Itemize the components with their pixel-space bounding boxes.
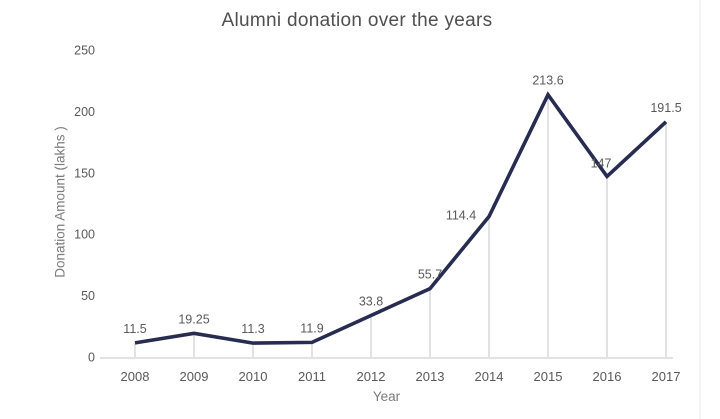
x-tick-label: 2010 xyxy=(239,369,268,384)
chart-title: Alumni donation over the years xyxy=(221,10,493,31)
y-tick-label: 200 xyxy=(74,105,95,119)
data-label: 11.9 xyxy=(300,321,323,335)
data-label: 147 xyxy=(591,156,612,170)
y-tick-label: 0 xyxy=(88,351,95,365)
x-tick-label: 2017 xyxy=(652,369,681,384)
x-tick-label: 2009 xyxy=(180,369,209,384)
data-label: 191.5 xyxy=(650,101,681,115)
y-axis-title: Donation Amount (lakhs ) xyxy=(52,126,68,278)
y-tick-label: 250 xyxy=(74,44,95,58)
data-label: 55.7 xyxy=(418,268,442,282)
x-axis-title: Year xyxy=(372,389,401,404)
x-tick-label: 2008 xyxy=(121,369,150,384)
data-label: 114.4 xyxy=(446,209,476,223)
x-tick-label: 2014 xyxy=(475,369,504,384)
x-tick-label: 2012 xyxy=(357,369,386,384)
data-label: 19.25 xyxy=(178,312,209,326)
x-tick-label: 2015 xyxy=(534,369,563,384)
data-label: 11.3 xyxy=(241,322,264,336)
data-label: 33.8 xyxy=(359,294,383,308)
data-label: 213.6 xyxy=(532,74,563,88)
y-tick-label: 150 xyxy=(74,166,95,180)
x-tick-label: 2016 xyxy=(593,369,622,384)
y-tick-label: 50 xyxy=(81,289,95,303)
x-tick-label: 2013 xyxy=(416,369,445,384)
y-tick-label: 100 xyxy=(74,228,95,242)
page-edge-divider xyxy=(699,0,701,419)
data-label: 11.5 xyxy=(123,322,146,336)
x-tick-label: 2011 xyxy=(298,369,326,384)
donation-line xyxy=(134,91,668,345)
